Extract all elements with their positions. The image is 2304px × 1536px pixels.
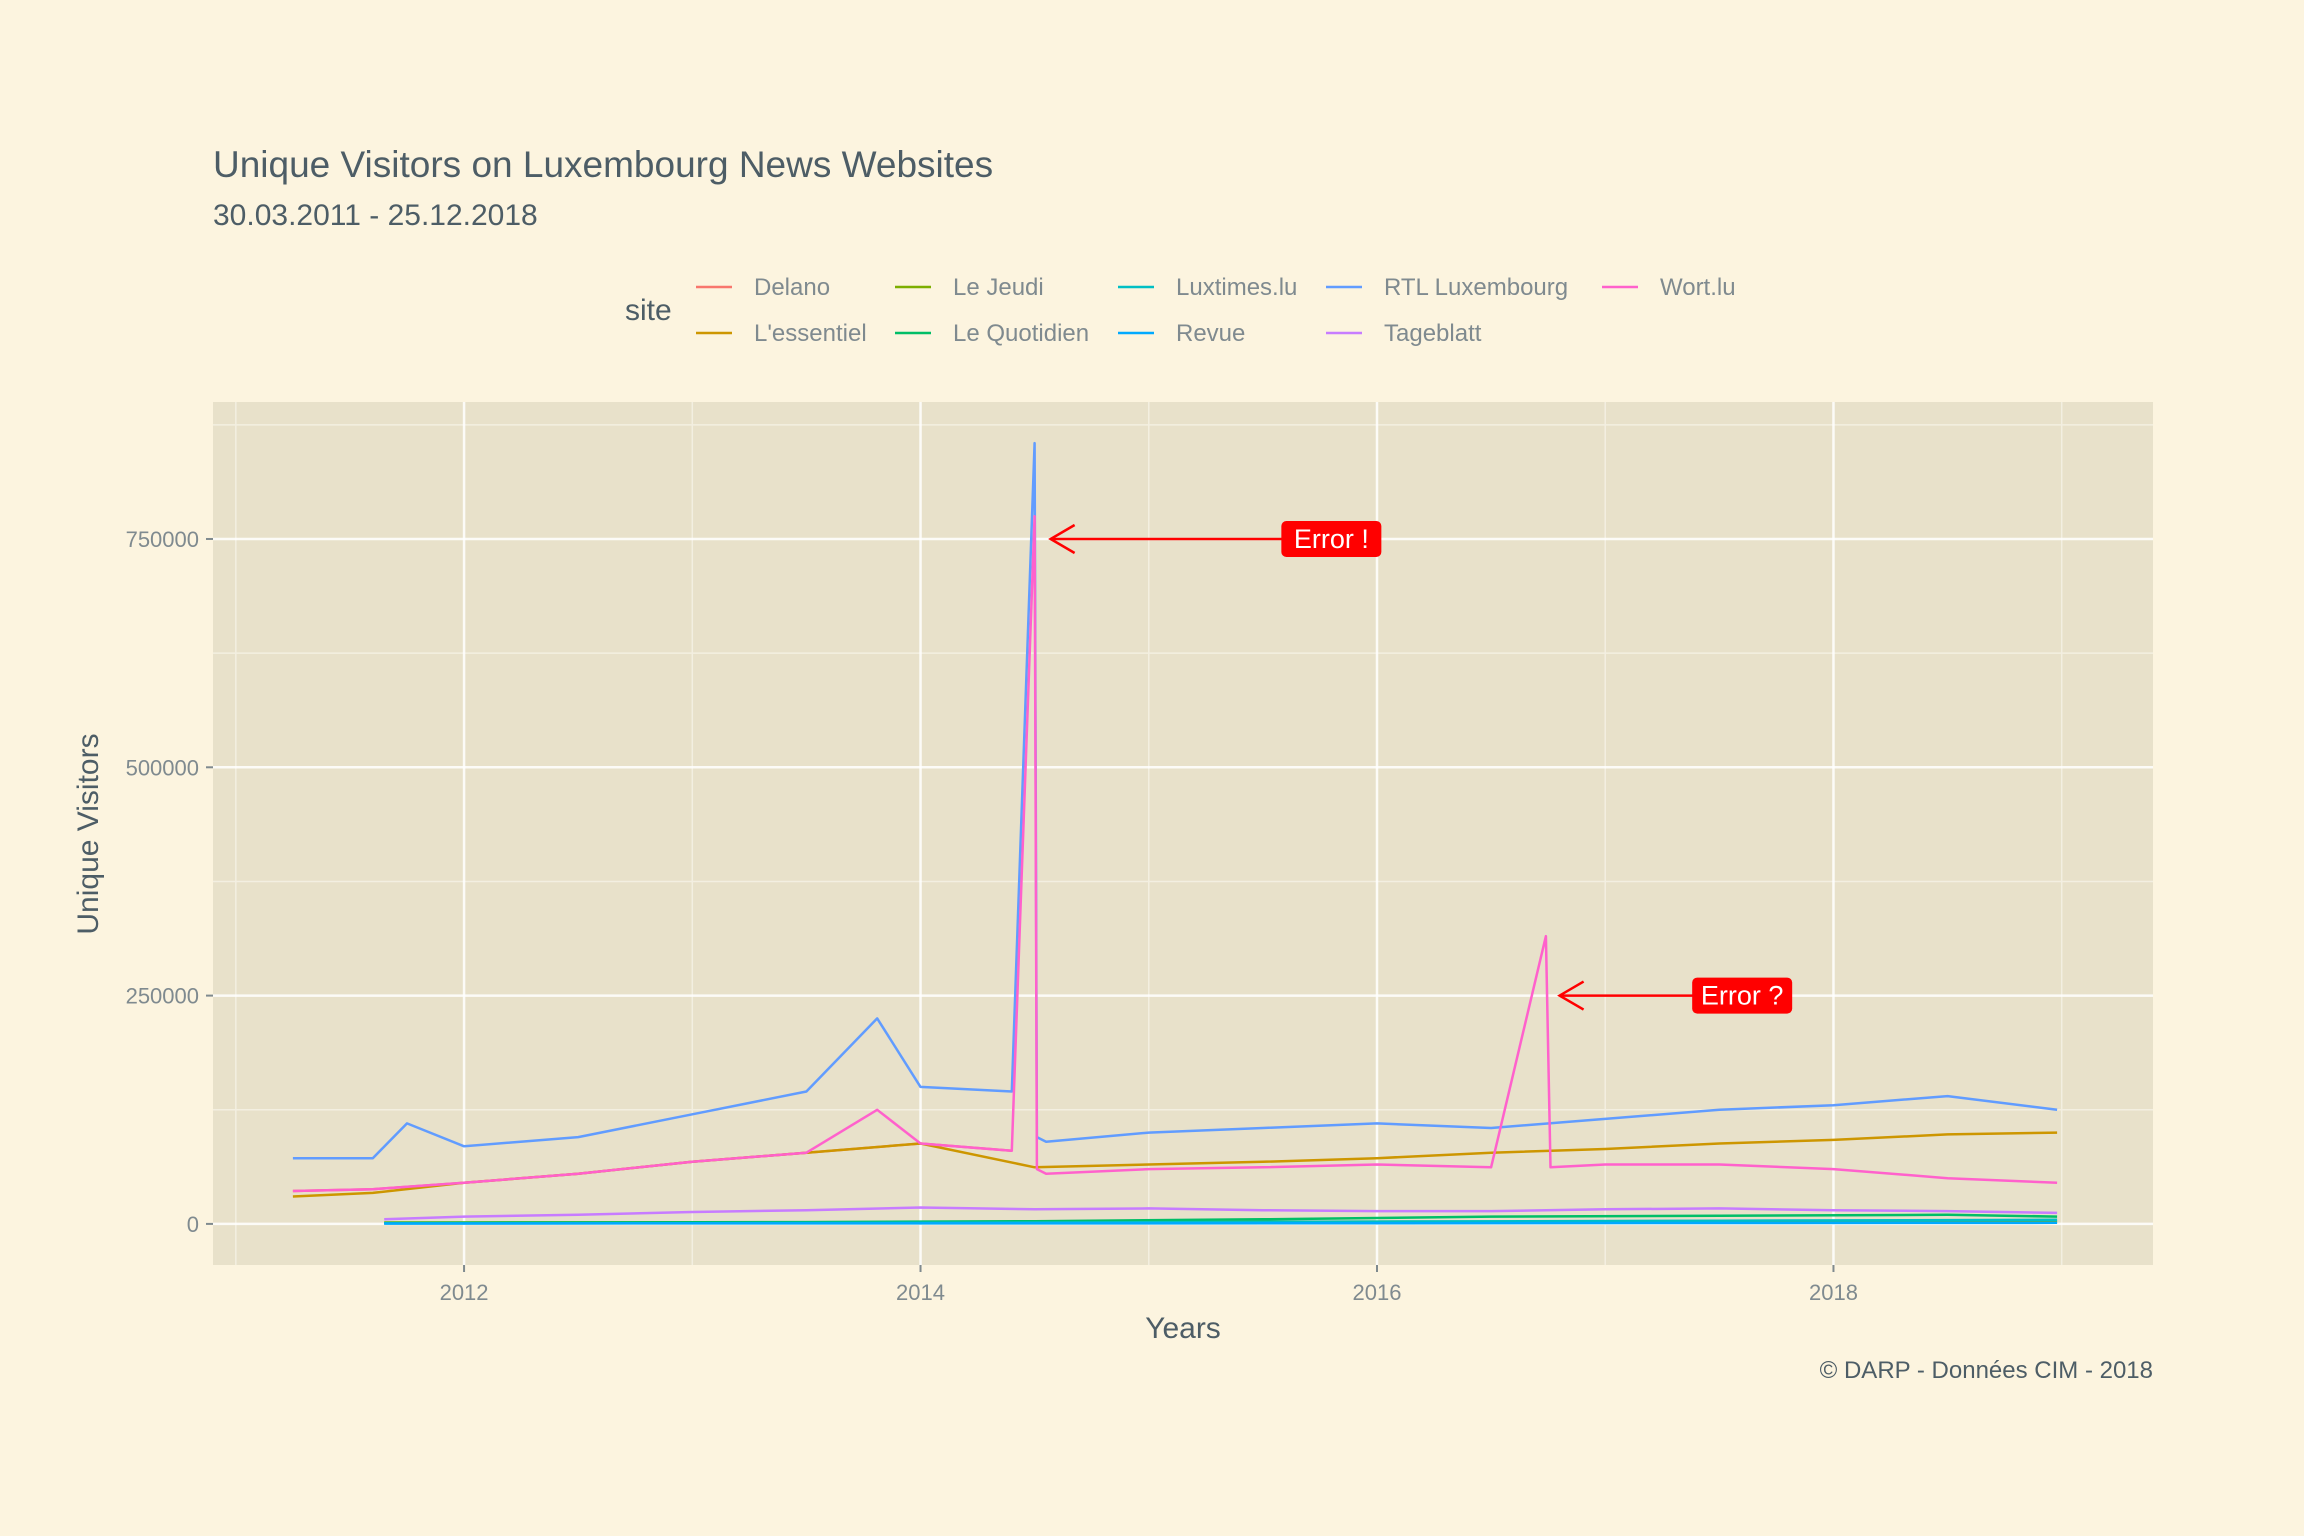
y-tick-label: 750000 [126, 527, 199, 552]
legend-label-l-essentiel: L'essentiel [754, 320, 867, 347]
x-tick-label: 2014 [896, 1280, 945, 1305]
plot-panel [213, 402, 2153, 1265]
y-tick-label: 0 [187, 1212, 199, 1237]
legend-title: site [625, 294, 672, 327]
legend-label-delano: Delano [754, 274, 830, 301]
legend-label-revue: Revue [1176, 320, 1245, 347]
legend-label-luxtimes-lu: Luxtimes.lu [1176, 274, 1297, 301]
x-axis-label: Years [1145, 1312, 1221, 1345]
x-tick-label: 2016 [1353, 1280, 1402, 1305]
legend-label-le-jeudi: Le Jeudi [953, 274, 1044, 301]
annotation-label: Error ! [1294, 524, 1369, 554]
y-tick-label: 500000 [126, 755, 199, 780]
y-axis-label: Unique Visitors [72, 733, 105, 934]
series-line-revue [384, 1221, 2058, 1225]
caption: © DARP - Données CIM - 2018 [1820, 1357, 2153, 1384]
annotation-label-box [1692, 977, 1793, 1014]
series-layer [292, 441, 2058, 1225]
series-line-tageblatt [384, 1206, 2058, 1221]
annotation-label-box [1281, 520, 1382, 557]
annotation-arrowhead [1048, 523, 1076, 555]
annotations: Error ! Error ? [1048, 520, 1793, 1014]
series-line-wort-lu [292, 514, 2058, 1193]
x-tick-label: 2012 [440, 1280, 489, 1305]
annotation-label: Error ? [1701, 981, 1784, 1011]
legend-label-rtl-luxembourg: RTL Luxembourg [1384, 274, 1568, 301]
legend-label-tageblatt: Tageblatt [1384, 320, 1482, 347]
chart-subtitle: 30.03.2011 - 25.12.2018 [213, 199, 538, 232]
annotation-arrowhead [1557, 980, 1585, 1011]
axes: 2012 2014 2016 2018 0 250000 500000 750000 [126, 527, 1858, 1305]
legend-label-le-quotidien: Le Quotidien [953, 320, 1089, 347]
x-tick-label: 2018 [1809, 1280, 1858, 1305]
y-tick-label: 250000 [126, 984, 199, 1009]
legend: site Delano L'essentiel Le Jeudi Le Quotidi… [625, 274, 1736, 347]
legend-label-wort-lu: Wort.lu [1660, 274, 1736, 301]
chart-title: Unique Visitors on Luxembourg News Websi… [213, 144, 993, 185]
